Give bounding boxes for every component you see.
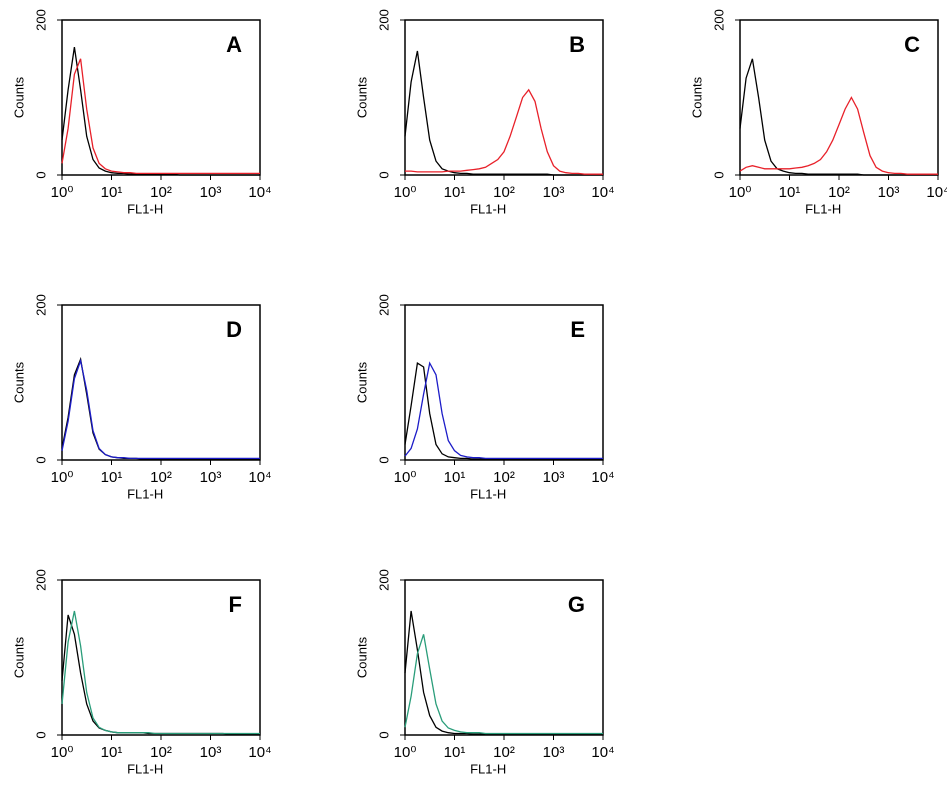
plot-frame <box>61 304 261 461</box>
panel: 0 200 10⁰ 10¹ 10² 10³ 10⁴ FL1-H Counts B <box>354 9 614 216</box>
x-tick-label: 10³ <box>543 469 565 486</box>
panel: 0 200 10⁰ 10¹ 10² 10³ 10⁴ FL1-H Counts A <box>11 9 271 216</box>
panel-letter: E <box>570 317 585 342</box>
histogram-line <box>739 58 938 176</box>
panel: 0 200 10⁰ 10¹ 10² 10³ 10⁴ FL1-H Counts C <box>689 9 947 216</box>
plot-frame <box>61 19 261 176</box>
panel-letter: C <box>904 32 920 57</box>
x-axis-label: FL1-H <box>470 761 506 776</box>
x-tick-label: 10⁰ <box>51 744 74 761</box>
panel: 0 200 10⁰ 10¹ 10² 10³ 10⁴ FL1-H Counts F <box>11 569 271 776</box>
y-axis-label: Counts <box>354 76 369 118</box>
y-tick-label: 0 <box>376 171 391 178</box>
x-tick-label: 10⁴ <box>591 469 614 486</box>
y-tick-label: 0 <box>33 456 48 463</box>
x-axis-label: FL1-H <box>127 486 163 501</box>
x-axis-label: FL1-H <box>470 486 506 501</box>
x-tick-label: 10⁰ <box>394 744 417 761</box>
panel: 0 200 10⁰ 10¹ 10² 10³ 10⁴ FL1-H Counts D <box>11 294 271 501</box>
y-tick-label: 200 <box>33 569 48 591</box>
x-tick-label: 10¹ <box>101 184 123 201</box>
x-tick-label: 10² <box>493 744 515 761</box>
x-axis-label: FL1-H <box>127 201 163 216</box>
x-tick-label: 10³ <box>200 184 222 201</box>
y-tick-label: 200 <box>711 9 726 31</box>
x-tick-label: 10³ <box>543 744 565 761</box>
x-tick-label: 10⁰ <box>394 469 417 486</box>
x-tick-label: 10⁴ <box>591 184 614 201</box>
y-tick-label: 0 <box>711 171 726 178</box>
y-tick-label: 0 <box>33 171 48 178</box>
x-tick-label: 10³ <box>200 469 222 486</box>
x-axis-label: FL1-H <box>470 201 506 216</box>
panel: 0 200 10⁰ 10¹ 10² 10³ 10⁴ FL1-H Counts E <box>354 294 614 501</box>
y-axis-label: Counts <box>11 76 26 118</box>
y-tick-label: 200 <box>376 294 391 316</box>
x-tick-label: 10⁴ <box>248 744 271 761</box>
plot-frame <box>404 304 604 461</box>
x-tick-label: 10² <box>150 184 172 201</box>
y-tick-label: 0 <box>376 731 391 738</box>
y-tick-label: 0 <box>376 456 391 463</box>
y-tick-label: 200 <box>376 9 391 31</box>
histogram-line <box>739 96 938 175</box>
x-tick-label: 10² <box>150 469 172 486</box>
histogram-line <box>61 58 260 175</box>
x-tick-label: 10¹ <box>101 469 123 486</box>
y-axis-label: Counts <box>11 636 26 678</box>
histogram-line <box>405 88 603 175</box>
histogram-line <box>404 610 603 735</box>
y-tick-label: 200 <box>376 569 391 591</box>
x-tick-label: 10¹ <box>101 744 123 761</box>
histogram-line <box>404 50 603 176</box>
x-tick-label: 10⁴ <box>248 469 271 486</box>
x-tick-label: 10³ <box>543 184 565 201</box>
histogram-line <box>404 362 603 460</box>
y-axis-label: Counts <box>689 76 704 118</box>
histogram-line <box>404 634 603 735</box>
plot-frame <box>739 19 939 176</box>
x-tick-label: 10⁰ <box>51 469 74 486</box>
panel-letter: G <box>568 592 585 617</box>
y-axis-label: Counts <box>11 361 26 403</box>
x-tick-label: 10⁴ <box>591 744 614 761</box>
y-axis-label: Counts <box>354 361 369 403</box>
panel: 0 200 10⁰ 10¹ 10² 10³ 10⁴ FL1-H Counts G <box>354 569 614 776</box>
y-axis-label: Counts <box>354 636 369 678</box>
x-tick-label: 10² <box>493 184 515 201</box>
x-tick-label: 10² <box>150 744 172 761</box>
plot-frame <box>61 579 261 736</box>
x-tick-label: 10⁰ <box>394 184 417 201</box>
x-tick-label: 10³ <box>200 744 222 761</box>
x-tick-label: 10³ <box>878 184 900 201</box>
x-tick-label: 10⁴ <box>248 184 271 201</box>
histogram-line <box>61 47 260 176</box>
x-tick-label: 10¹ <box>444 184 466 201</box>
panel-letter: A <box>226 32 242 57</box>
x-tick-label: 10¹ <box>444 744 466 761</box>
x-tick-label: 10¹ <box>444 469 466 486</box>
y-tick-label: 200 <box>33 9 48 31</box>
x-tick-label: 10⁴ <box>926 184 947 201</box>
x-tick-label: 10² <box>493 469 515 486</box>
x-tick-label: 10¹ <box>779 184 801 201</box>
histogram-line <box>61 358 260 460</box>
x-axis-label: FL1-H <box>805 201 841 216</box>
x-tick-label: 10⁰ <box>729 184 752 201</box>
y-tick-label: 200 <box>33 294 48 316</box>
histogram-line <box>404 361 603 460</box>
y-tick-label: 0 <box>33 731 48 738</box>
x-axis-label: FL1-H <box>127 761 163 776</box>
x-tick-label: 10² <box>828 184 850 201</box>
panel-letter: F <box>229 592 242 617</box>
panel-letter: B <box>569 32 585 57</box>
histogram-line <box>61 610 260 735</box>
x-tick-label: 10⁰ <box>51 184 74 201</box>
panel-letter: D <box>226 317 242 342</box>
